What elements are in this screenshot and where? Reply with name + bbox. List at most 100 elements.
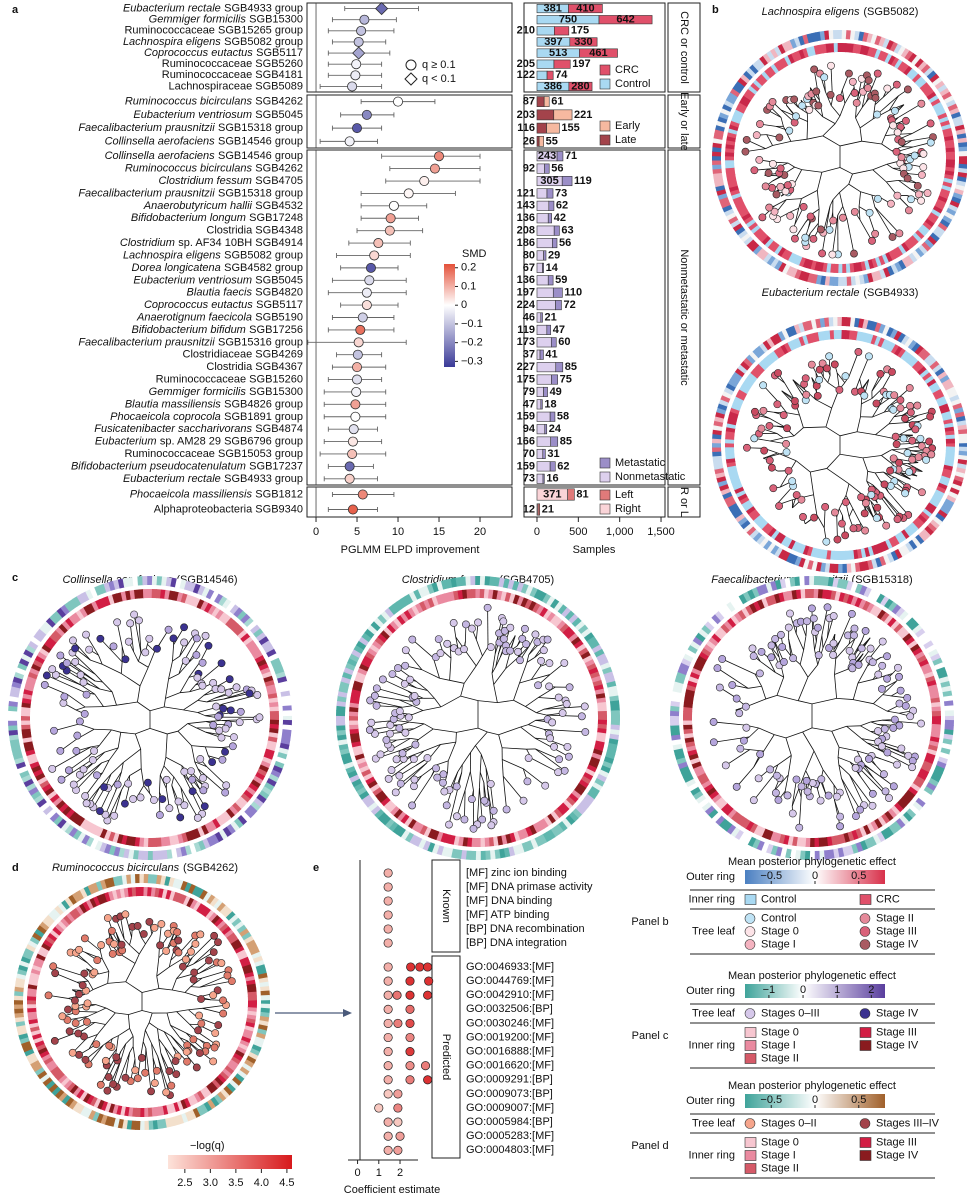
ring-segment [738, 831, 748, 843]
ring-segment [386, 802, 397, 813]
ring-segment [692, 636, 704, 646]
ring-segment [240, 811, 251, 823]
species-label-id: SGB15300 [249, 14, 303, 26]
ring-segment [172, 891, 180, 902]
ring-segment [900, 544, 910, 555]
tree-leaf [852, 98, 861, 107]
tree-branch [497, 699, 514, 704]
ring-segment [846, 831, 855, 842]
ring-segment [15, 666, 26, 676]
ring-segment [712, 142, 722, 149]
tree-leaf [799, 202, 808, 211]
ring-segment [245, 640, 256, 650]
ring-segment [228, 1059, 239, 1069]
ring-segment [265, 744, 276, 752]
tree-leaf [145, 917, 154, 926]
ring-segment [884, 340, 893, 351]
ring-segment [546, 596, 556, 607]
ring-segment [161, 889, 169, 899]
tree-leaf [783, 424, 791, 433]
ring-segment [943, 95, 955, 105]
ring-segment [726, 422, 737, 429]
ring-segment [202, 1086, 212, 1097]
ring-segment [798, 557, 806, 568]
ring-segment [172, 591, 180, 602]
ring-segment [377, 811, 388, 823]
tree-branch [67, 694, 86, 708]
tree-leaf [873, 194, 882, 203]
tree-leaf [141, 1068, 150, 1077]
tree-branch [841, 89, 846, 104]
ring-segment [944, 139, 955, 146]
species-label: Faecalibacterium prausnitzii SGB15318 gro… [78, 122, 303, 134]
tree-leaf [112, 1053, 121, 1061]
ring-segment [254, 655, 266, 664]
tree-leaf [866, 644, 875, 653]
x-tick-label: 0 [534, 526, 540, 538]
ring-segment [730, 614, 741, 626]
tree-leaf [830, 360, 839, 369]
ring-segment [714, 467, 725, 475]
tree-branch [905, 415, 918, 423]
tree-leaf [848, 664, 857, 673]
ring-segment [75, 1088, 85, 1099]
ring-segment [565, 796, 576, 807]
tree-leaf [728, 681, 737, 689]
tree-leaf [906, 401, 914, 410]
tree-branch [166, 1011, 177, 1014]
ring-segment [773, 332, 783, 344]
ring-segment [457, 589, 464, 600]
tree-leaf [715, 683, 724, 692]
ring-segment [16, 1024, 27, 1032]
tree-branch [825, 407, 833, 428]
tree-branch [133, 651, 139, 662]
ring-segment [928, 382, 939, 391]
ring-segment [270, 657, 281, 667]
tree-leaf [788, 809, 797, 818]
tree-leaf [486, 779, 495, 788]
ring-segment [14, 671, 25, 680]
ring-segment [465, 850, 472, 860]
ring-segment [427, 597, 436, 608]
species-label-id: SGB4874 [255, 423, 303, 435]
ring-segment [164, 589, 171, 600]
ring-segment [243, 1059, 255, 1069]
ring-segment [231, 917, 242, 928]
ring-segment [596, 773, 607, 783]
ring-segment [830, 590, 837, 601]
tree-branch [464, 790, 466, 820]
ring-segment [165, 576, 173, 587]
bar-segment [554, 26, 570, 36]
ring-segment [435, 831, 444, 842]
ring-segment [258, 663, 269, 672]
bar-value: 37 [523, 349, 535, 361]
group-label-frame [667, 486, 701, 518]
ring-segment [734, 225, 746, 236]
ring-segment [72, 612, 82, 623]
ring-segment [422, 585, 431, 596]
ring-segment [120, 591, 128, 602]
ring-segment [352, 684, 363, 692]
ring-segment [685, 648, 696, 659]
legend-swatch [599, 134, 611, 146]
ring-segment [338, 742, 349, 751]
ring-segment [393, 617, 403, 628]
ring-segment [958, 429, 967, 436]
tree-branch [822, 637, 828, 648]
ring-segment [923, 756, 935, 765]
ring-segment [940, 475, 951, 483]
ring-segment [365, 775, 376, 785]
ring-segment [712, 433, 722, 440]
tree-leaf [919, 163, 928, 172]
ring-segment [211, 818, 221, 829]
ring-segment [718, 607, 729, 618]
tree-leaf [792, 112, 800, 121]
ring-segment [845, 550, 851, 560]
ring-segment [578, 624, 589, 635]
ring-segment [785, 40, 794, 51]
tree-leaf [913, 181, 922, 190]
tree-branch [861, 398, 873, 405]
ring-segment [729, 475, 740, 483]
ring-segment [89, 838, 99, 849]
ring-segment [937, 222, 948, 232]
